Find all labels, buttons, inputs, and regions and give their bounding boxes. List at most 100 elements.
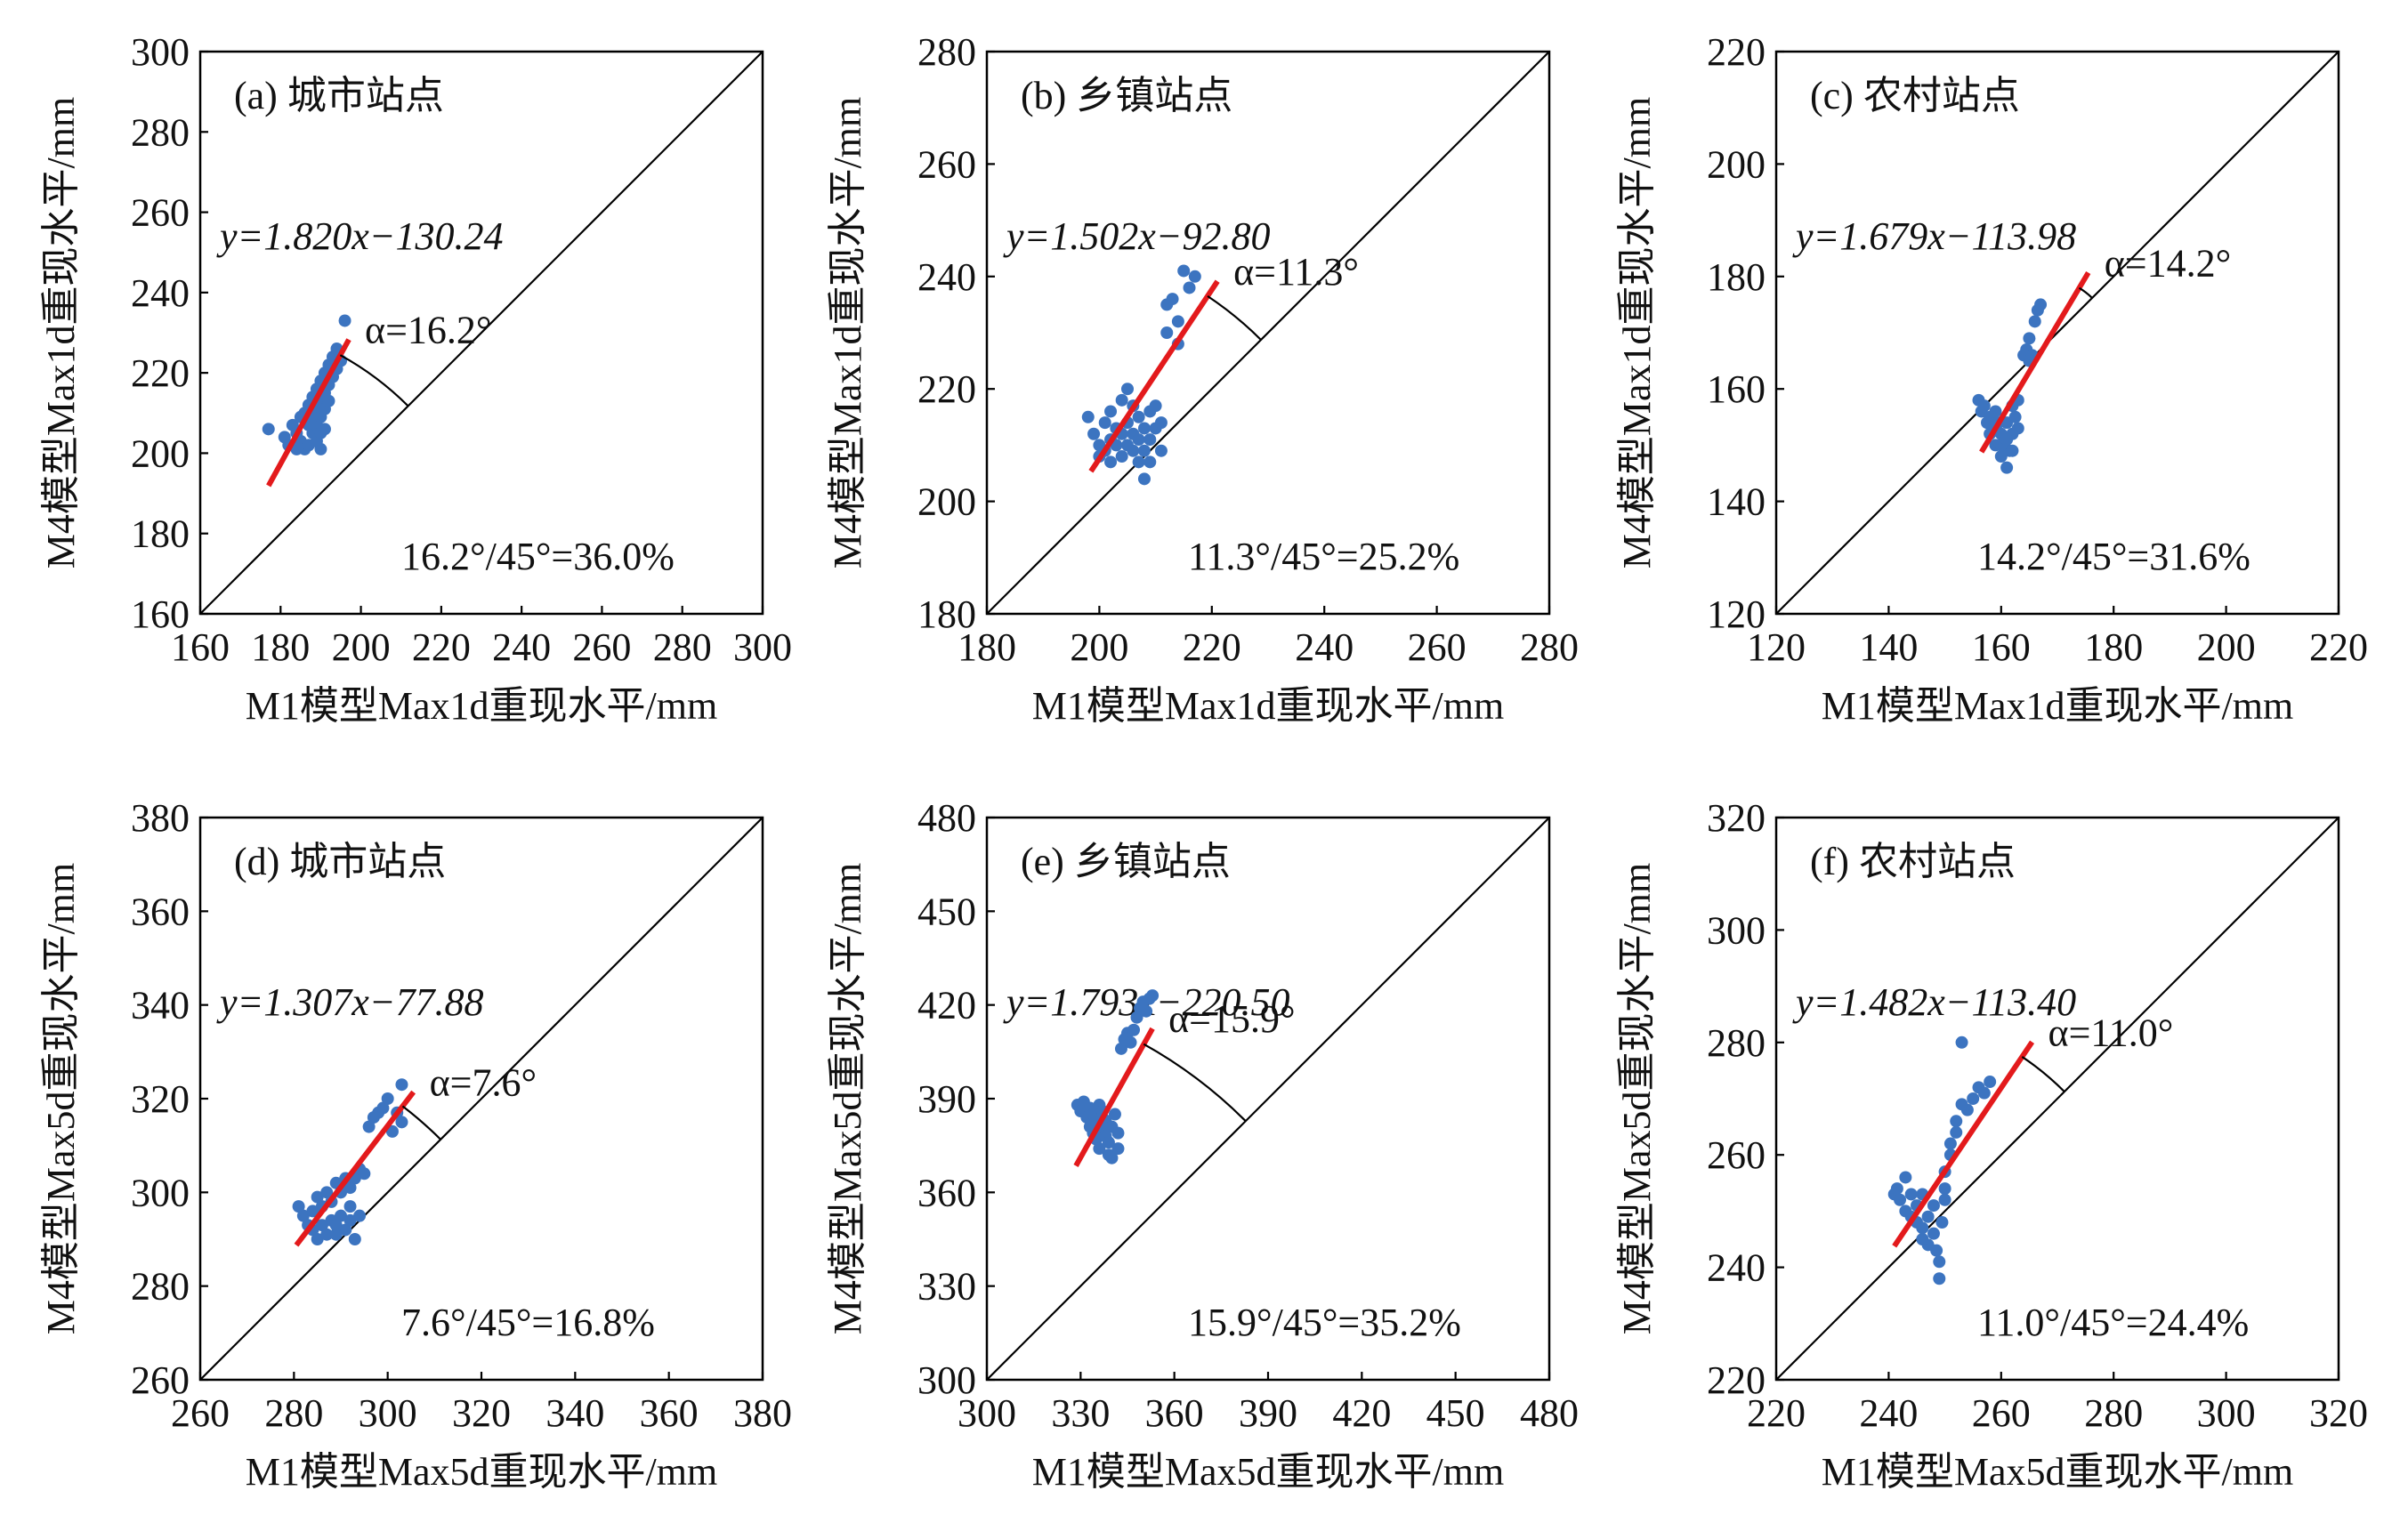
data-point [1933, 1272, 1946, 1285]
y-tick-label: 360 [131, 890, 190, 933]
data-point [1127, 1023, 1141, 1036]
data-point [362, 1120, 376, 1133]
angle-arc [2078, 286, 2093, 299]
one-to-one-line [199, 51, 764, 615]
x-tick-label: 300 [359, 1391, 417, 1435]
data-point [1977, 399, 1991, 413]
angle-ratio-label: 14.2°/45°=31.6% [1977, 535, 2250, 578]
x-tick-label: 280 [2084, 1391, 2143, 1435]
y-tick-label: 260 [917, 142, 976, 186]
data-point [1127, 444, 1140, 457]
data-point [1938, 1182, 1951, 1196]
x-tick-label: 240 [492, 625, 551, 669]
one-to-one-line [986, 817, 1550, 1381]
data-point [1977, 1086, 1991, 1100]
plot-frame [198, 50, 764, 616]
x-tick-label: 240 [1295, 625, 1353, 669]
data-point [1927, 1199, 1940, 1213]
data-point [315, 1219, 328, 1232]
y-tick-label: 320 [131, 1077, 190, 1121]
data-point [1105, 1151, 1119, 1164]
one-to-one-line [199, 817, 764, 1381]
data-point [314, 442, 327, 455]
regression-equation: y=1.502x−92.80 [1003, 214, 1270, 258]
x-tick-label: 320 [452, 1391, 511, 1435]
data-point [1149, 399, 1162, 413]
data-point [1111, 1126, 1125, 1140]
angle-arc [1143, 1043, 1247, 1122]
fit-line [1892, 1040, 2035, 1248]
y-tick-label: 280 [131, 110, 190, 154]
y-tick-label: 300 [131, 30, 190, 74]
data-point [1177, 264, 1191, 278]
panel-f: 220 240 260 280 300 320 220 240 260 280 300 320 M1模型… [1615, 796, 2368, 1494]
data-point [1894, 1193, 1907, 1206]
data-point [2028, 315, 2041, 328]
y-tick-label: 180 [1707, 255, 1766, 299]
y-axis-label: M4模型Max5d重现水平/mm [1615, 863, 1659, 1334]
data-point [1916, 1221, 1929, 1235]
y-tick-label: 330 [917, 1265, 976, 1309]
regression-equation: y=1.820x−130.24 [216, 214, 503, 258]
data-point [2034, 298, 2048, 311]
data-point [262, 423, 275, 436]
fit-line [1088, 279, 1220, 473]
y-tick-label: 300 [917, 1358, 976, 1402]
y-tick-label: 260 [131, 1358, 190, 1402]
data-point [1124, 1035, 1137, 1049]
data-point [311, 1233, 324, 1245]
fit-line [1979, 270, 2091, 454]
angle-label: α=14.2° [2105, 241, 2231, 285]
x-tick-label: 450 [1426, 1391, 1485, 1435]
panel-title: (b) 乡镇站点 [1021, 74, 1232, 117]
data-point [1137, 422, 1151, 435]
x-tick-label: 220 [1183, 625, 1241, 669]
y-tick-label: 140 [1707, 480, 1766, 524]
data-point [2000, 461, 2014, 474]
plot-frame [985, 50, 1551, 616]
angle-ratio-label: 16.2°/45°=36.0% [401, 535, 675, 578]
y-tick-label: 420 [917, 984, 976, 1027]
data-point [1121, 383, 1134, 396]
data-point [329, 1228, 343, 1241]
x-tick-label: 420 [1332, 1391, 1391, 1435]
data-point [1104, 455, 1118, 469]
y-tick-label: 240 [917, 255, 976, 299]
x-tick-label: 140 [1859, 625, 1918, 669]
y-tick-label: 120 [1707, 592, 1766, 636]
panel-a: 160 180 200 220 240 260 280 300 160 180 200 220 240 2… [39, 30, 792, 728]
x-tick-label: 320 [2309, 1391, 2368, 1435]
data-point [1140, 1004, 1153, 1018]
y-tick-label: 390 [917, 1077, 976, 1121]
data-point [1984, 1076, 1997, 1089]
data-point [1989, 405, 2002, 418]
x-tick-label: 220 [412, 625, 471, 669]
data-point [1160, 326, 1174, 339]
data-point [320, 1228, 334, 1241]
angle-label: α=7.6° [430, 1061, 537, 1105]
data-point [1950, 1125, 1963, 1139]
one-to-one-line [986, 51, 1550, 615]
data-point [1154, 416, 1168, 430]
x-tick-label: 360 [640, 1391, 699, 1435]
x-tick-label: 280 [653, 625, 712, 669]
data-point [1955, 1035, 1968, 1049]
data-point [1132, 410, 1145, 423]
x-axis-label: M1模型Max1d重现水平/mm [1032, 684, 1504, 728]
data-point [1927, 1227, 1940, 1240]
fit-line [294, 1090, 416, 1247]
data-point [1143, 433, 1157, 447]
x-tick-label: 260 [171, 1391, 230, 1435]
data-point [1137, 472, 1151, 486]
data-point [335, 1209, 347, 1222]
data-point [292, 1200, 305, 1213]
data-point [306, 1205, 319, 1218]
plot-frame [1774, 50, 2340, 616]
data-point [2006, 444, 2019, 457]
data-point [358, 1167, 371, 1181]
data-point [1098, 416, 1111, 430]
x-tick-label: 380 [733, 1391, 792, 1435]
regression-equation: y=1.307x−77.88 [216, 980, 483, 1024]
data-point [1102, 1136, 1115, 1149]
